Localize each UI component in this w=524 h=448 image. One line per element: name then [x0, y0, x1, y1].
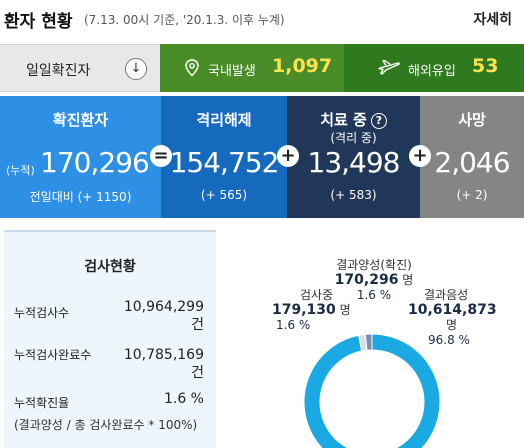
deaths-title: 사망 — [458, 111, 486, 129]
map-pin-icon — [185, 59, 199, 77]
page-header: 환자 현황 (7.13. 00시 기준, '20.1.3. 이후 누계) 자세히 — [0, 0, 524, 40]
plus-icon: + — [277, 145, 299, 167]
treating-title: 치료 중 — [320, 111, 367, 129]
released-box: 격리해제 154,752 (+ 565) — [161, 96, 287, 218]
total-tests-number: 10,964,299 — [123, 299, 204, 315]
daily-confirmed-bar: 일일확진자 ↓ 국내발생 1,097 해외유입 53 — [0, 44, 524, 92]
negative-slice-percent: 96.8 % — [428, 333, 470, 347]
total-tests-label: 누적검사수 — [14, 306, 70, 320]
positive-slice-value: 170,296 — [334, 272, 399, 288]
patient-stats: 확진환자 (누적) 170,296 전일대비 (+ 1150) = 격리해제 1… — [0, 96, 524, 218]
treating-subtitle: (격리 중) — [330, 131, 377, 145]
total-tests-unit: 건 — [191, 317, 204, 333]
airplane-icon — [378, 59, 400, 75]
question-circle-icon[interactable]: ? — [370, 113, 387, 129]
treating-value: 13,498 — [307, 146, 401, 179]
positive-slice — [364, 333, 373, 351]
testing-slice-percent: 1.6 % — [276, 318, 311, 332]
testing-slice-label: 검사중 179,130 명 1.6 % — [272, 288, 352, 333]
page-subtitle: (7.13. 00시 기준, '20.1.3. 이후 누계) — [84, 13, 285, 27]
testing-section: 검사현황 누적검사수 10,964,299 건 누적검사완료수 10,785,1… — [0, 226, 524, 448]
deaths-value: 2,046 — [434, 146, 510, 179]
treating-title-row: 치료 중? — [287, 109, 420, 130]
confirmed-value: 170,296 — [40, 146, 150, 179]
daily-label: 일일확진자 — [26, 63, 91, 79]
testing-panel: 검사현황 누적검사수 10,964,299 건 누적검사완료수 10,785,1… — [4, 230, 216, 448]
negative-slice-name: 결과음성 — [424, 288, 469, 302]
more-link[interactable]: 자세히 — [473, 9, 512, 29]
plus-icon: + — [409, 145, 431, 167]
more-link-label: 자세히 — [473, 12, 512, 28]
confirmed-box: 확진환자 (누적) 170,296 전일대비 (+ 1150) — [0, 96, 161, 218]
page-title: 환자 현황 — [4, 12, 73, 32]
arrow-down-icon[interactable]: ↓ — [125, 58, 147, 80]
testing-slice-name: 검사중 — [300, 288, 334, 302]
confirmed-delta: 전일대비 (+ 1150) — [29, 190, 132, 204]
negative-slice-label: 결과음성 10,614,873 명 96.8 % — [408, 288, 498, 348]
confirmed-title: 확진환자 — [52, 111, 109, 129]
domestic-label: 국내발생 — [208, 64, 256, 79]
positive-slice-percent: 1.6 % — [356, 288, 392, 302]
testing-title: 검사현황 — [84, 259, 136, 275]
positive-rate-note: (결과양성 / 총 검사완료수 * 100%) — [14, 418, 198, 432]
positive-rate-value: 1.6 % — [163, 391, 204, 407]
deaths-delta: (+ 2) — [456, 188, 488, 202]
overseas-cases: 해외유입 53 — [344, 44, 524, 92]
negative-slice — [303, 333, 441, 448]
positive-slice-name: 결과양성(확진) — [336, 258, 412, 272]
completed-tests-number: 10,785,169 — [123, 347, 204, 363]
equals-icon: = — [150, 145, 172, 167]
negative-slice-value: 10,614,873 — [408, 302, 497, 318]
daily-toggle[interactable]: 일일확진자 ↓ — [0, 44, 160, 92]
deaths-box: 사망 2,046 (+ 2) — [420, 96, 524, 218]
completed-tests-unit: 건 — [191, 365, 204, 381]
domestic-cases: 국내발생 1,097 — [160, 44, 344, 92]
domestic-value: 1,097 — [272, 55, 333, 77]
donut-chart — [303, 333, 441, 448]
positive-slice-label: 결과양성(확진) 170,296 명 1.6 % — [332, 258, 416, 303]
released-value: 154,752 — [169, 146, 280, 179]
completed-tests-value: 10,785,169 건 — [124, 346, 204, 382]
released-delta: (+ 565) — [200, 188, 248, 202]
released-title: 격리해제 — [196, 111, 252, 129]
treating-delta: (+ 583) — [330, 188, 377, 202]
confirmed-prefix: (누적) — [6, 164, 35, 177]
positive-slice-unit: 명 — [402, 273, 414, 287]
completed-tests-label: 누적검사완료수 — [14, 348, 92, 362]
testing-slice-value: 179,130 — [272, 302, 336, 318]
total-tests-value: 10,964,299 건 — [124, 298, 204, 334]
testing-slice-unit: 명 — [339, 303, 351, 317]
test-result-chart: 검사중 179,130 명 1.6 % 결과양성(확진) 170,296 명 1… — [236, 226, 524, 448]
overseas-label: 해외유입 — [408, 64, 456, 79]
overseas-value: 53 — [472, 55, 499, 77]
positive-rate-label: 누적확진율 — [14, 396, 70, 410]
treating-box: 치료 중? (격리 중) 13,498 (+ 583) — [287, 96, 420, 218]
negative-slice-unit: 명 — [446, 318, 458, 332]
